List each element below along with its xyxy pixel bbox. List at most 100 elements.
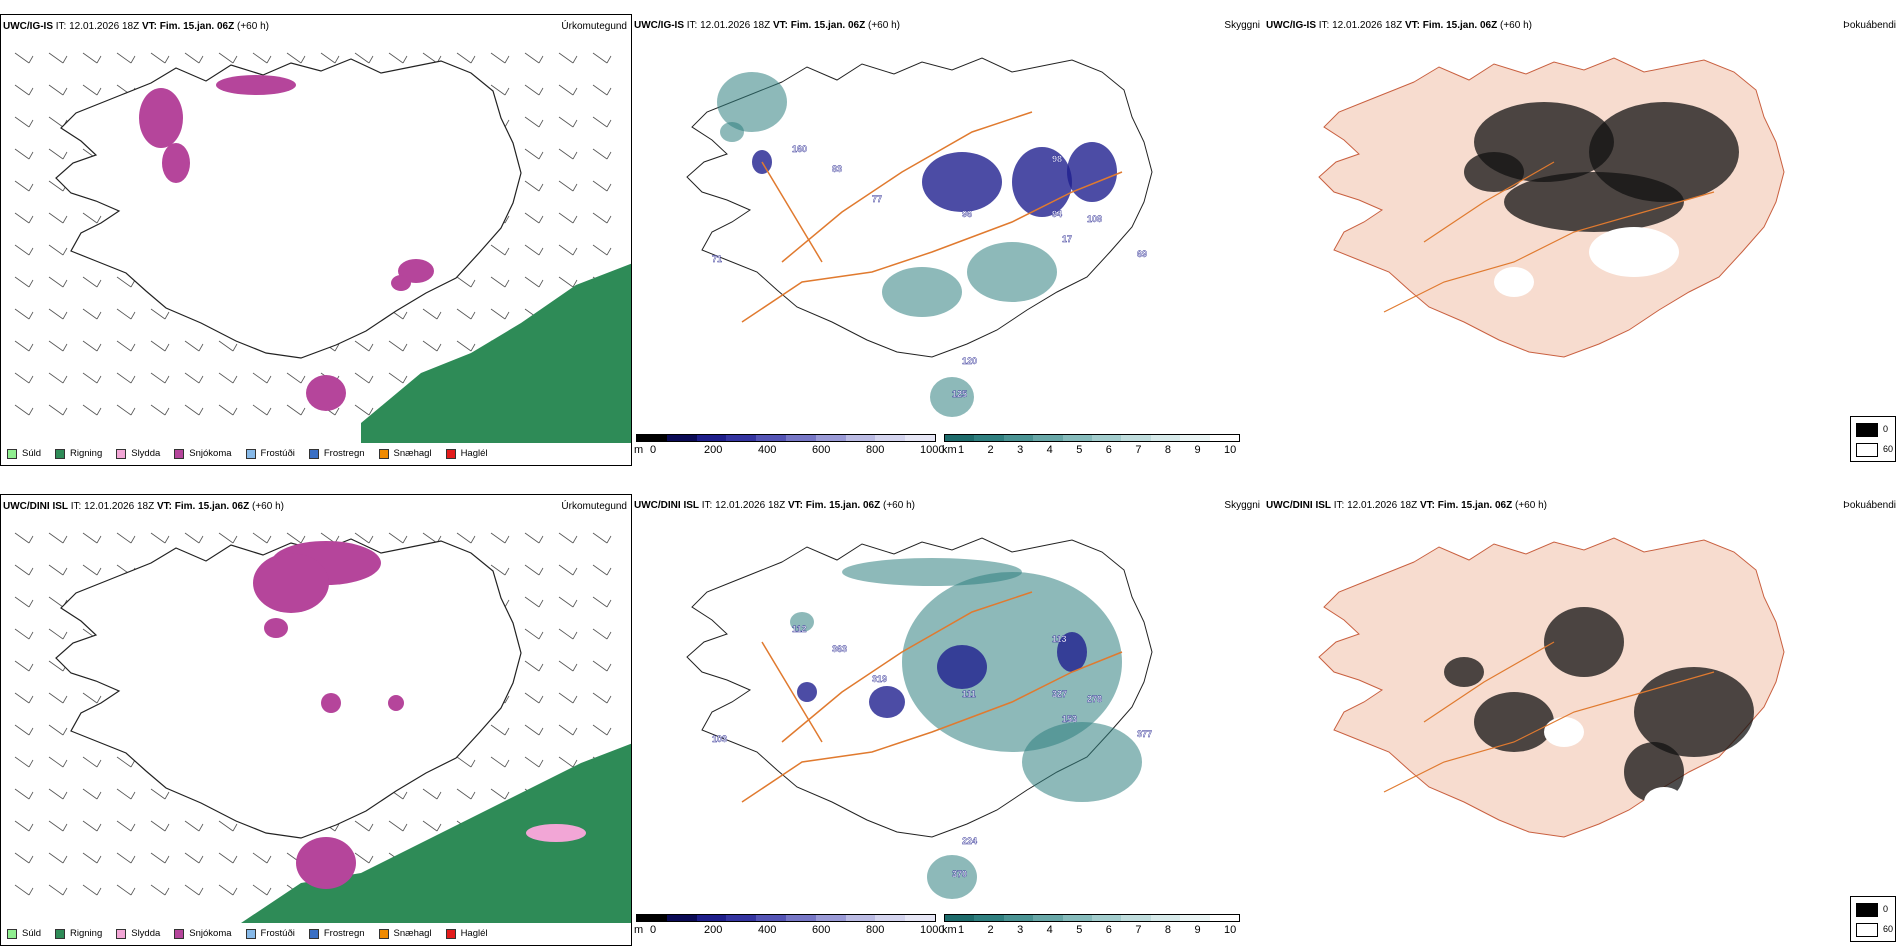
low-cloud-area	[1067, 142, 1117, 202]
wind-barb	[48, 340, 68, 352]
wind-barb	[14, 596, 34, 608]
wind-barb	[490, 52, 510, 64]
legend-label: Snjókoma	[189, 928, 232, 939]
low-visibility-area	[927, 855, 977, 899]
wind-barb	[252, 884, 272, 896]
fog-panel-row1: UWC/IG-IS IT: 12.01.2026 18Z VT: Fim. 15…	[1264, 14, 1900, 466]
panel-header: UWC/IG-IS IT: 12.01.2026 18Z VT: Fim. 15…	[634, 20, 900, 31]
snow-area	[264, 618, 288, 638]
wind-barb	[524, 52, 544, 64]
wind-barb	[14, 276, 34, 288]
wind-barb	[82, 340, 102, 352]
wind-barb	[524, 564, 544, 576]
wind-barb	[184, 884, 204, 896]
wind-barb	[354, 820, 374, 832]
wind-barb	[184, 820, 204, 832]
wind-barb	[14, 724, 34, 736]
wind-barb	[150, 340, 170, 352]
wind-barb	[558, 276, 578, 288]
legend-label: Frostúði	[260, 928, 295, 939]
wind-barb	[150, 788, 170, 800]
fog-dense-area	[1544, 607, 1624, 677]
wind-barb	[116, 308, 136, 320]
wind-barb	[592, 180, 612, 192]
low-visibility-area	[717, 72, 787, 132]
wind-barb	[82, 372, 102, 384]
wind-barb	[14, 532, 34, 544]
colorbar-tick: 3	[1017, 924, 1024, 936]
wind-barb	[558, 116, 578, 128]
cloud-base-label: 160	[792, 144, 807, 154]
cloud-base-label: 363	[832, 644, 847, 654]
road-network	[741, 591, 1123, 803]
road-network	[741, 111, 1123, 323]
cloud-base-label: 94	[1052, 209, 1062, 219]
wind-barb	[490, 84, 510, 96]
legend-swatch	[378, 448, 389, 459]
wind-barb	[48, 52, 68, 64]
wind-barb	[218, 532, 238, 544]
wind-barb	[14, 180, 34, 192]
cloud-base-label: 17	[1062, 234, 1072, 244]
legend-item: Snjókoma	[174, 928, 232, 939]
fog-map-row2	[1318, 537, 1785, 838]
wind-barb	[558, 532, 578, 544]
wind-barb	[558, 660, 578, 672]
wind-barb	[82, 820, 102, 832]
colorbar-tick: 10	[1224, 444, 1237, 456]
snow-area	[388, 695, 404, 711]
panel-title: Þokuábendi	[1843, 20, 1896, 31]
wind-barb	[524, 724, 544, 736]
cloud-base-label: 96	[962, 209, 972, 219]
cloud-base-label: 103	[712, 734, 727, 744]
fog-legend-swatch	[1856, 443, 1878, 457]
fog-dense-area	[1474, 692, 1554, 752]
wind-barb	[524, 532, 544, 544]
fog-dense-area	[1504, 172, 1684, 232]
wind-barb	[218, 340, 238, 352]
low-cloud-area	[1057, 632, 1087, 672]
wind-barb	[48, 212, 68, 224]
colorbar-tick: 6	[1105, 444, 1112, 456]
snow-area	[162, 143, 190, 183]
low-visibility-area	[930, 377, 974, 417]
panel-title: Úrkomutegund	[561, 501, 627, 512]
wind-barb	[592, 148, 612, 160]
wind-barb	[48, 724, 68, 736]
fog-legend-swatch	[1856, 903, 1878, 917]
road-network	[1383, 161, 1715, 313]
fog-dense-area	[1464, 152, 1524, 192]
precip-map-row1	[14, 52, 631, 443]
wind-barb	[354, 852, 374, 864]
fog-legend-swatch	[1856, 923, 1878, 937]
wind-barb	[592, 532, 612, 544]
fog-legend-label: 0	[1883, 424, 1889, 434]
colorbar-tick: 7	[1135, 444, 1142, 456]
wind-barb	[82, 692, 102, 704]
legend-swatch	[174, 448, 185, 459]
wind-barb	[48, 820, 68, 832]
cloud-base-label: 98	[1052, 154, 1062, 164]
colorbar-unit: m	[634, 444, 644, 456]
wind-barb	[490, 724, 510, 736]
wind-barb	[82, 532, 102, 544]
colorbars: m 0 200 400 600 800 1000 km 1 2 3 4 5 6 7 8 9 10	[632, 434, 1264, 464]
wind-barb	[524, 116, 544, 128]
legend-swatch	[445, 448, 456, 459]
wind-barb	[456, 340, 476, 352]
wind-barb	[150, 532, 170, 544]
fog-clear-area	[1544, 717, 1584, 747]
wind-barb	[388, 52, 408, 64]
wind-barb	[490, 756, 510, 768]
wind-barb	[82, 756, 102, 768]
legend-label: Haglél	[460, 928, 488, 939]
fog-clear-area	[1494, 267, 1534, 297]
fog-legend-swatch	[1856, 423, 1878, 437]
wind-barb	[490, 788, 510, 800]
precip-legend: Súld Rigning Slydda Snjókoma Frostúði Frostre…	[7, 928, 488, 939]
cloud-base-label: 111	[962, 689, 976, 699]
wind-barb	[48, 884, 68, 896]
colorbar-tick: 8	[1164, 924, 1171, 936]
wind-barb	[558, 692, 578, 704]
panel-title: Skyggni	[1224, 20, 1260, 31]
